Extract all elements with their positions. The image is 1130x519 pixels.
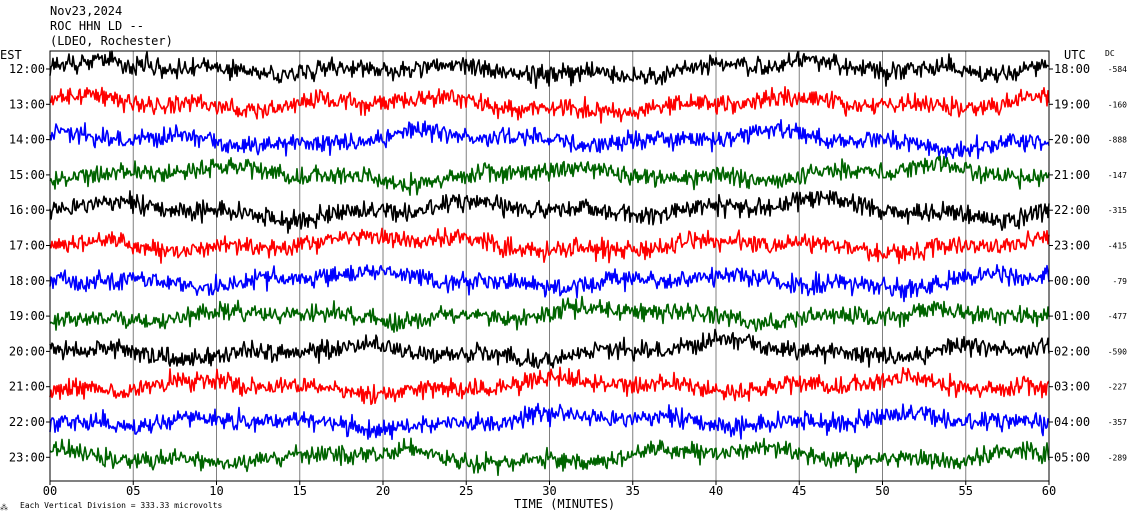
est-tick-label: 14:00 bbox=[9, 133, 45, 147]
x-tick-labels: 00 05 10 15 20 25 30 35 40 45 50 55 60 bbox=[43, 481, 1056, 498]
dc-axis-title: DC bbox=[1105, 49, 1115, 58]
dc-value-label: -227 bbox=[1108, 383, 1127, 392]
x-tick-label: 15 bbox=[293, 484, 307, 498]
trace-1800-line bbox=[49, 264, 1050, 303]
x-tick-label: 55 bbox=[959, 484, 973, 498]
trace-1900-line bbox=[49, 295, 1050, 333]
scale-mark-icon: ⁂ bbox=[0, 503, 8, 512]
est-tick-label: 12:00 bbox=[9, 62, 45, 76]
x-tick-label: 00 bbox=[43, 484, 57, 498]
dc-value-label: -590 bbox=[1108, 347, 1127, 356]
row-labels: 12:00 18:00 -584 13:00 19:00 -160 14:00 20:00 -8… bbox=[9, 62, 1127, 464]
est-tick-label: 17:00 bbox=[9, 239, 45, 253]
est-tick-label: 16:00 bbox=[9, 203, 45, 217]
chart-date: Nov23,2024 bbox=[50, 4, 122, 18]
est-tick-label: 20:00 bbox=[9, 344, 45, 358]
est-tick-label: 18:00 bbox=[9, 274, 45, 288]
utc-tick-label: 19:00 bbox=[1054, 97, 1090, 111]
scale-note: Each Vertical Division = 333.33 microvol… bbox=[20, 501, 222, 510]
utc-tick-label: 03:00 bbox=[1054, 380, 1090, 394]
x-tick-label: 10 bbox=[209, 484, 223, 498]
utc-tick-label: 02:00 bbox=[1054, 344, 1090, 358]
utc-tick-label: 23:00 bbox=[1054, 239, 1090, 253]
utc-tick-label: 21:00 bbox=[1054, 168, 1090, 182]
trace-1500-line bbox=[49, 155, 1050, 196]
est-tick-label: 13:00 bbox=[9, 97, 45, 111]
utc-tick-label: 01:00 bbox=[1054, 309, 1090, 323]
x-tick-label: 30 bbox=[542, 484, 556, 498]
x-tick-label: 40 bbox=[709, 484, 723, 498]
est-tick-label: 19:00 bbox=[9, 309, 45, 323]
dc-value-label: -79 bbox=[1113, 277, 1128, 286]
utc-tick-label: 18:00 bbox=[1054, 62, 1090, 76]
utc-tick-label: 05:00 bbox=[1054, 450, 1090, 464]
x-tick-label: 60 bbox=[1042, 484, 1056, 498]
est-tick-label: 21:00 bbox=[9, 380, 45, 394]
dc-value-label: -315 bbox=[1108, 206, 1127, 215]
trace-2300-line bbox=[49, 437, 1050, 477]
utc-tick-label: 20:00 bbox=[1054, 133, 1090, 147]
chart-station: ROC HHN LD -- bbox=[50, 19, 144, 33]
dc-value-label: -357 bbox=[1108, 418, 1127, 427]
trace-1300-line bbox=[49, 86, 1050, 124]
trace-1700-line bbox=[49, 227, 1050, 265]
trace-1600-line bbox=[49, 190, 1050, 234]
dc-value-label: -160 bbox=[1108, 100, 1127, 109]
est-tick-label: 15:00 bbox=[9, 168, 45, 182]
utc-tick-label: 00:00 bbox=[1054, 274, 1090, 288]
x-tick-label: 20 bbox=[376, 484, 390, 498]
trace-1200-line bbox=[49, 50, 1050, 90]
x-tick-label: 50 bbox=[875, 484, 889, 498]
dc-value-label: -888 bbox=[1108, 136, 1127, 145]
utc-tick-label: 04:00 bbox=[1054, 415, 1090, 429]
x-tick-label: 45 bbox=[792, 484, 806, 498]
utc-tick-label: 22:00 bbox=[1054, 203, 1090, 217]
est-tick-label: 22:00 bbox=[9, 415, 45, 429]
dc-value-label: -477 bbox=[1108, 312, 1127, 321]
dc-value-label: -415 bbox=[1108, 242, 1127, 251]
x-tick-label: 25 bbox=[459, 484, 473, 498]
trace-2200-line bbox=[49, 402, 1050, 441]
x-tick-label: 35 bbox=[626, 484, 640, 498]
dc-value-label: -584 bbox=[1108, 65, 1127, 74]
trace-group bbox=[49, 50, 1050, 477]
x-axis-label: TIME (MINUTES) bbox=[514, 497, 615, 511]
x-tick-label: 05 bbox=[126, 484, 140, 498]
trace-2100-line bbox=[49, 366, 1050, 406]
dc-value-label: -289 bbox=[1108, 453, 1127, 462]
trace-2000-line bbox=[49, 328, 1050, 369]
utc-axis-title: UTC bbox=[1064, 48, 1086, 62]
dc-value-label: -147 bbox=[1108, 171, 1127, 180]
chart-network: (LDEO, Rochester) bbox=[50, 34, 173, 48]
trace-1400-line bbox=[49, 119, 1050, 160]
est-axis-title: EST bbox=[0, 48, 22, 62]
est-tick-label: 23:00 bbox=[9, 450, 45, 464]
